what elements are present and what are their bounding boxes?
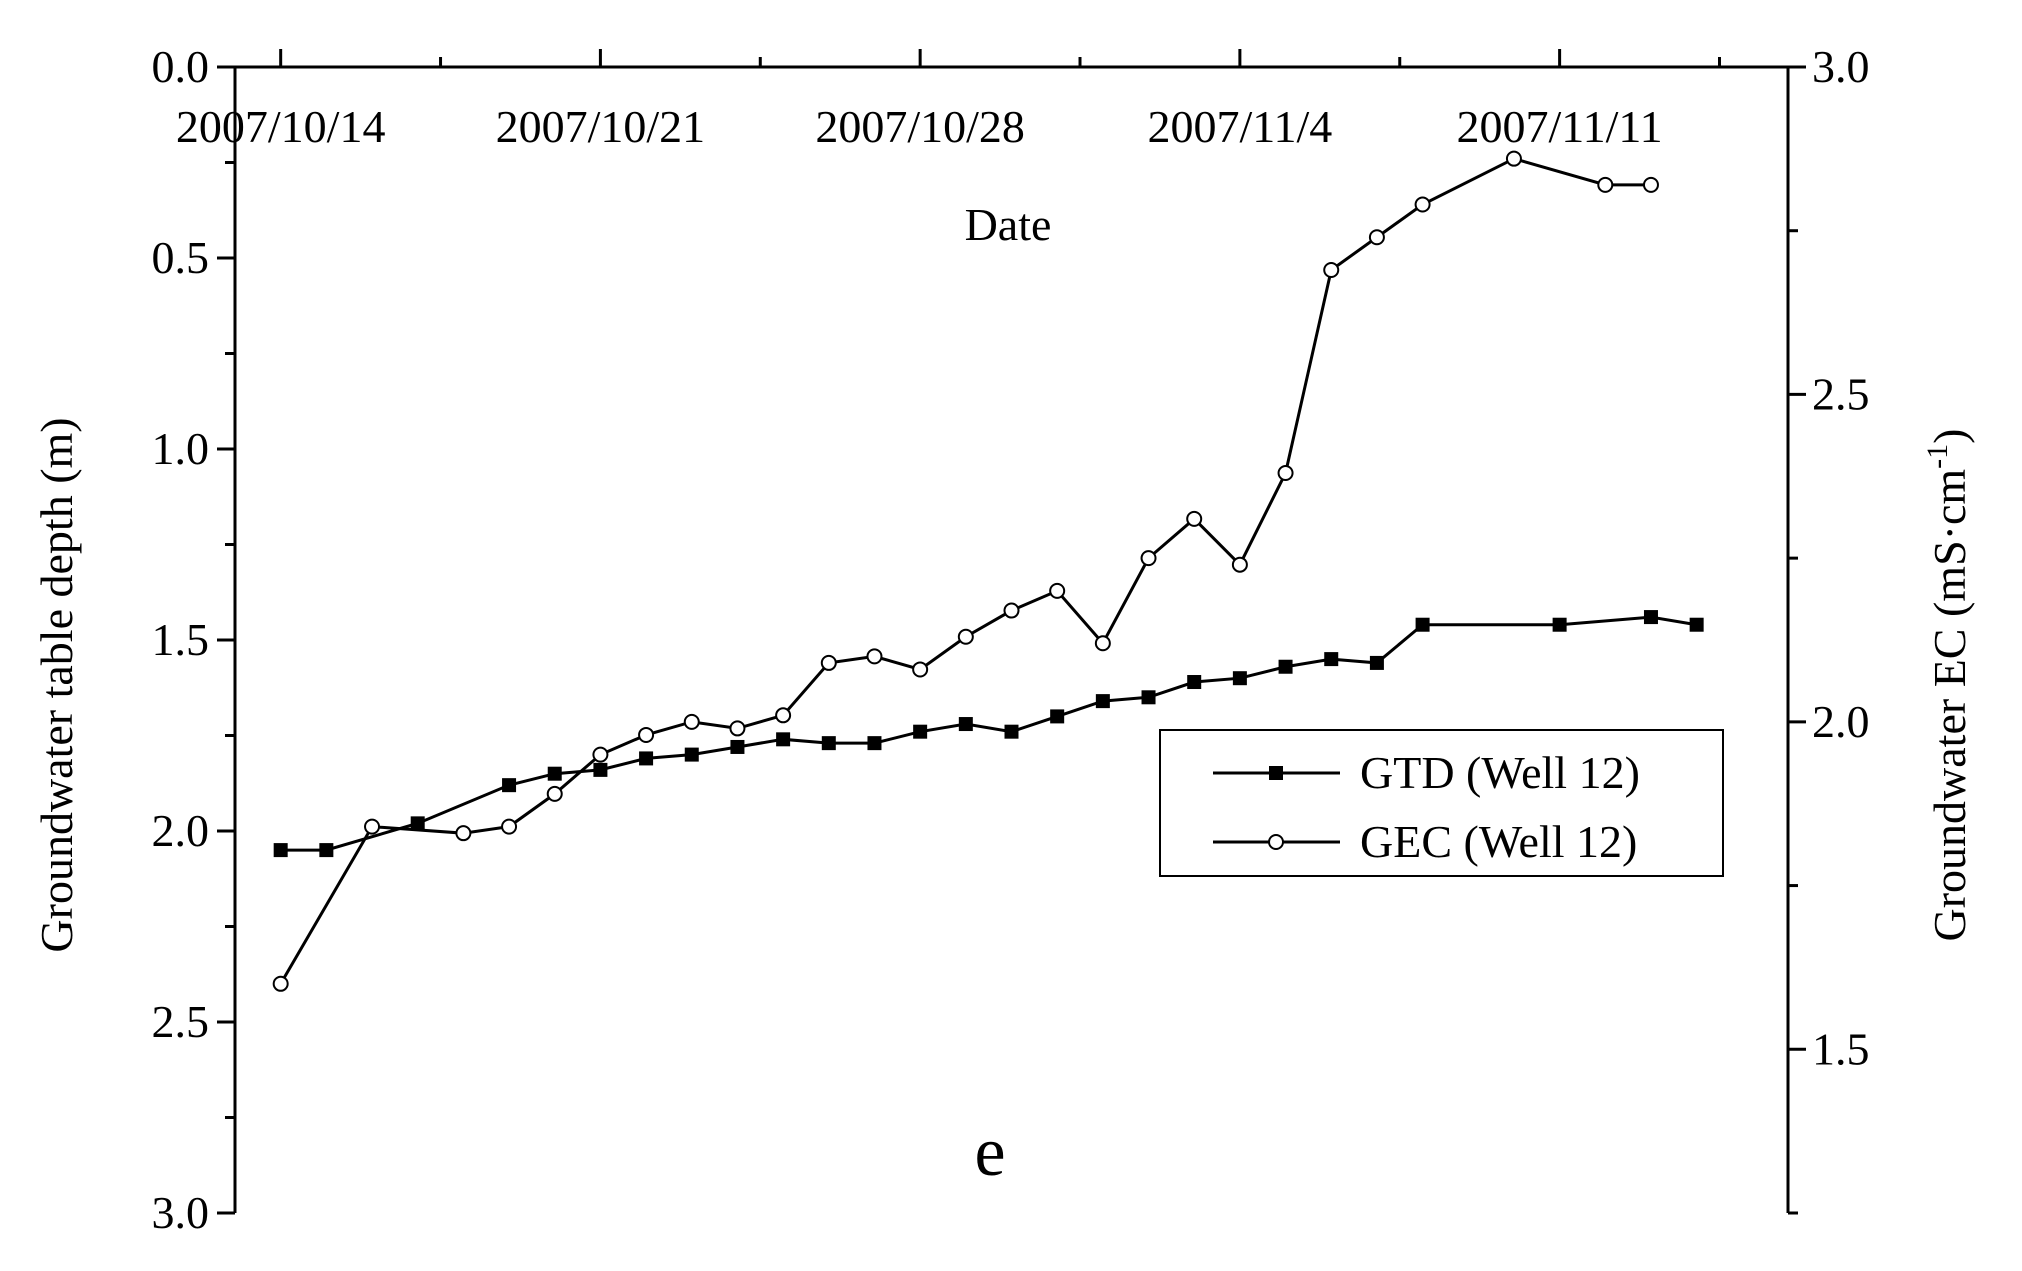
data-point-gec bbox=[272, 975, 289, 992]
data-point-gec bbox=[364, 818, 381, 835]
data-point-gtd bbox=[639, 751, 654, 766]
y-right-tick-label: 3.0 bbox=[1812, 41, 1870, 92]
data-point-gec bbox=[1597, 176, 1614, 193]
data-point-gtd bbox=[502, 778, 517, 793]
y-axis-left-label: Groundwater table depth (m) bbox=[31, 417, 82, 952]
data-point-gec bbox=[592, 746, 609, 763]
data-point-gtd bbox=[1689, 617, 1704, 632]
series-layer bbox=[272, 150, 1704, 992]
legend-gec-marker bbox=[1268, 834, 1284, 850]
data-point-gtd bbox=[1415, 617, 1430, 632]
data-point-gtd bbox=[273, 843, 288, 858]
y-axis-right-label-close: ) bbox=[1924, 429, 1975, 444]
data-point-gec bbox=[912, 661, 929, 678]
data-point-gec bbox=[729, 720, 746, 737]
data-point-gec bbox=[866, 648, 883, 665]
legend-gec-label: GEC (Well 12) bbox=[1360, 816, 1637, 867]
x-axis-label: Date bbox=[965, 199, 1052, 250]
legend-gtd-label: GTD (Well 12) bbox=[1360, 747, 1640, 798]
x-tick-label: 2007/10/28 bbox=[815, 101, 1025, 152]
data-point-gtd bbox=[1552, 617, 1567, 632]
data-point-gtd bbox=[1324, 652, 1339, 667]
x-tick-label: 2007/10/21 bbox=[496, 101, 706, 152]
data-point-gtd bbox=[776, 732, 791, 747]
y-left-tick-label: 0.0 bbox=[152, 41, 210, 92]
legend-gtd-marker bbox=[1269, 766, 1283, 780]
data-point-gec bbox=[455, 825, 472, 842]
data-point-gtd bbox=[1643, 610, 1658, 625]
data-point-gec bbox=[683, 713, 700, 730]
data-point-gtd bbox=[1369, 655, 1384, 670]
data-point-gtd bbox=[913, 724, 928, 739]
y-axis-right-label-sup: -1 bbox=[1921, 444, 1954, 469]
x-tick-label: 2007/11/4 bbox=[1147, 101, 1332, 152]
data-point-gec bbox=[1094, 635, 1111, 652]
data-point-gtd bbox=[1278, 659, 1293, 674]
data-point-gec bbox=[1642, 176, 1659, 193]
data-point-gtd bbox=[1141, 690, 1156, 705]
data-point-gtd bbox=[730, 739, 745, 754]
data-point-gtd bbox=[684, 747, 699, 762]
y-left-tick-label: 2.5 bbox=[152, 996, 210, 1047]
y-left-tick-label: 1.0 bbox=[152, 423, 210, 474]
data-point-gec bbox=[501, 818, 518, 835]
data-point-gtd bbox=[319, 843, 334, 858]
data-point-gec bbox=[1368, 229, 1385, 246]
data-point-gec bbox=[1505, 150, 1522, 167]
y-left-tick-label: 3.0 bbox=[152, 1187, 210, 1238]
data-point-gec bbox=[957, 628, 974, 645]
y-left-tick-label: 0.5 bbox=[152, 232, 210, 283]
x-tick-label: 2007/10/14 bbox=[176, 101, 386, 152]
data-point-gtd bbox=[958, 717, 973, 732]
data-point-gec bbox=[546, 785, 563, 802]
data-point-gec bbox=[1231, 556, 1248, 573]
data-point-gtd bbox=[410, 816, 425, 831]
data-point-gtd bbox=[1095, 694, 1110, 709]
data-point-gec bbox=[638, 726, 655, 743]
data-point-gec bbox=[1323, 262, 1340, 279]
data-point-gtd bbox=[1187, 675, 1202, 690]
data-point-gtd bbox=[1050, 709, 1065, 724]
data-point-gtd bbox=[1232, 671, 1247, 686]
y-right-tick-label: 2.5 bbox=[1812, 368, 1870, 419]
y-axis-right-label: Groundwater EC (mS·cm-1) bbox=[1921, 429, 1975, 942]
data-point-gec bbox=[1049, 582, 1066, 599]
x-tick-label: 2007/11/11 bbox=[1457, 101, 1663, 152]
y-axis-right-label-main: Groundwater EC (mS·cm bbox=[1924, 469, 1975, 942]
data-point-gec bbox=[1186, 510, 1203, 527]
data-point-gec bbox=[1414, 196, 1431, 213]
data-point-gtd bbox=[593, 762, 608, 777]
y-right-tick-label: 2.0 bbox=[1812, 696, 1870, 747]
y-left-tick-label: 2.0 bbox=[152, 805, 210, 856]
legend: GTD (Well 12) GEC (Well 12) bbox=[1159, 729, 1724, 877]
y-left-tick-label: 1.5 bbox=[152, 614, 210, 665]
data-point-gec bbox=[1003, 602, 1020, 619]
data-point-gec bbox=[1277, 465, 1294, 482]
data-point-gtd bbox=[547, 766, 562, 781]
data-point-gtd bbox=[1004, 724, 1019, 739]
data-point-gec bbox=[1140, 550, 1157, 567]
legend-box bbox=[1159, 729, 1724, 877]
data-point-gec bbox=[775, 707, 792, 724]
panel-label: e bbox=[974, 1114, 1005, 1191]
data-point-gtd bbox=[821, 736, 836, 751]
axes-layer: 2007/10/14 2007/10/21 2007/10/28 2007/11/4 2… bbox=[152, 41, 1870, 1238]
y-right-tick-label: 1.5 bbox=[1812, 1023, 1870, 1074]
data-point-gec bbox=[820, 654, 837, 671]
data-point-gtd bbox=[867, 736, 882, 751]
